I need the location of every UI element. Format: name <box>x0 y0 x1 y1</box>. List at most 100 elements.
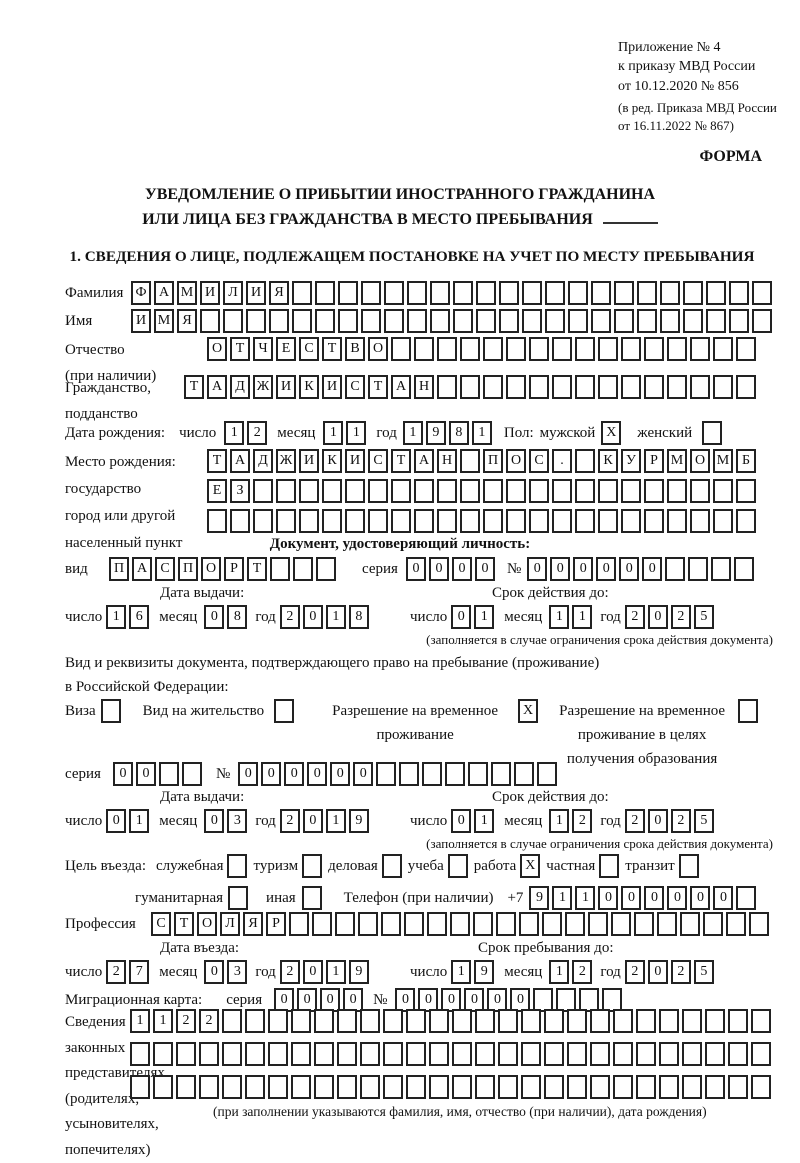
purpose-other-label: иная <box>266 889 296 906</box>
char-cell: Р <box>266 912 286 936</box>
char-cell <box>450 912 470 936</box>
char-cell: 0 <box>112 762 133 786</box>
char-cell <box>521 1075 541 1099</box>
char-cell <box>514 762 535 786</box>
purpose-work-checkbox: X <box>520 854 541 878</box>
char-cell <box>407 281 427 305</box>
char-cell: С <box>368 449 388 473</box>
char-cell: Т <box>391 449 411 473</box>
doc-expiry-day-label: число <box>410 608 448 625</box>
char-cell <box>705 1009 725 1033</box>
char-cell <box>728 1075 748 1099</box>
char-cell <box>702 421 723 445</box>
char-cell <box>738 699 759 723</box>
visa-label: Виза <box>65 703 96 719</box>
char-cell: Т <box>322 337 342 361</box>
annex-amendment: (в ред. Приказа МВД России от 16.11.2022… <box>618 99 777 133</box>
char-cell <box>345 509 365 533</box>
char-cell: И <box>345 449 365 473</box>
char-cell <box>358 912 378 936</box>
char-cell: 8 <box>448 421 469 445</box>
char-cell <box>613 1009 633 1033</box>
char-cell <box>268 1075 288 1099</box>
residence-permit-label: Вид на жительство <box>142 703 265 719</box>
char-cell <box>552 337 572 361</box>
char-cell: В <box>345 337 365 361</box>
char-cell <box>591 281 611 305</box>
char-cell <box>575 509 595 533</box>
char-cell: 2 <box>279 809 300 833</box>
res-expiry-heading: Срок действия до: <box>492 789 609 805</box>
char-cell: 0 <box>642 557 663 581</box>
char-cell: М <box>177 281 197 305</box>
char-cell: 3 <box>227 960 248 984</box>
char-cell: 0 <box>204 605 225 629</box>
char-cell <box>391 509 411 533</box>
purpose-business-checkbox <box>381 854 402 878</box>
char-cell <box>291 1009 311 1033</box>
purpose-study-label: учеба <box>407 857 444 874</box>
char-cell: О <box>368 337 388 361</box>
char-cell <box>667 337 687 361</box>
char-cell <box>338 281 358 305</box>
char-cell <box>414 509 434 533</box>
char-cell <box>657 912 677 936</box>
char-cell: Е <box>276 337 296 361</box>
char-cell <box>181 762 202 786</box>
char-cell <box>460 337 480 361</box>
entry-month-label: месяц <box>159 963 198 980</box>
char-cell <box>452 1009 472 1033</box>
char-cell: 8 <box>348 605 369 629</box>
char-cell <box>705 1042 725 1066</box>
char-cell: Ф <box>131 281 151 305</box>
entry-purpose-row2: гуманитарная иная Телефон (при наличии) … <box>135 886 757 910</box>
char-cell <box>568 309 588 333</box>
char-cell: Я <box>269 281 289 305</box>
char-cell <box>381 912 401 936</box>
purpose-study-checkbox <box>447 854 468 878</box>
char-cell: 2 <box>624 605 645 629</box>
char-cell: 0 <box>343 988 364 1012</box>
char-cell: X <box>520 854 541 878</box>
char-cell <box>447 854 468 878</box>
char-cell <box>506 337 526 361</box>
char-cell: 3 <box>227 809 248 833</box>
res-issue-day-label: число <box>65 812 103 829</box>
char-cell: 2 <box>106 960 127 984</box>
char-cell <box>460 375 480 399</box>
char-cell: С <box>151 912 171 936</box>
char-cell <box>322 509 342 533</box>
birth-year-label: год <box>376 424 397 441</box>
char-cell: X <box>518 699 539 723</box>
char-cell: 0 <box>204 960 225 984</box>
char-cell <box>460 449 480 473</box>
char-cell <box>713 509 733 533</box>
char-cell: М <box>667 449 687 473</box>
edu-permit-checkbox <box>738 699 759 723</box>
char-cell: И <box>276 375 296 399</box>
char-cell: 9 <box>425 421 446 445</box>
char-cell <box>552 509 572 533</box>
char-cell: 2 <box>572 960 593 984</box>
char-cell <box>268 1042 288 1066</box>
char-cell <box>736 886 757 910</box>
char-cell: 2 <box>670 809 691 833</box>
char-cell: 0 <box>487 988 508 1012</box>
char-cell <box>430 309 450 333</box>
char-cell: 2 <box>176 1009 196 1033</box>
char-cell <box>291 1075 311 1099</box>
char-cell <box>590 1075 610 1099</box>
char-cell <box>637 281 657 305</box>
char-cell: 1 <box>549 809 570 833</box>
form-title-line1: УВЕДОМЛЕНИЕ О ПРИБЫТИИ ИНОСТРАННОГО ГРАЖ… <box>144 186 656 203</box>
char-cell <box>529 479 549 503</box>
